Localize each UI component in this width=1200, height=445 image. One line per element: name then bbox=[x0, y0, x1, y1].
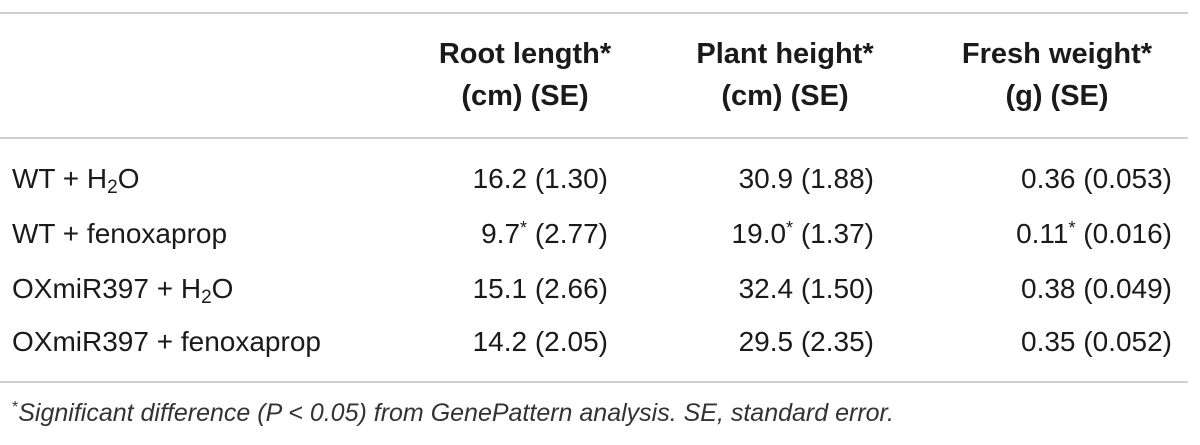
table-row: WT + H2O 16.2 (1.30) 30.9 (1.88) 0.36 (0… bbox=[0, 153, 1188, 205]
header-plant-height: Plant height* (cm) (SE) bbox=[680, 33, 890, 117]
row-label-text: WT + H bbox=[12, 163, 108, 194]
cell-value: 30.9 bbox=[738, 163, 794, 194]
root-length-cell: 14.2 (2.05) bbox=[473, 316, 608, 368]
header-plant-height-line1: Plant height* bbox=[696, 38, 874, 70]
root-length-cell: 16.2 (1.30) bbox=[473, 153, 608, 205]
table-row: WT + fenoxaprop 9.7* (2.77) 19.0* (1.37)… bbox=[0, 208, 1188, 260]
cell-value: 19.0 bbox=[731, 218, 787, 249]
cell-value: 0.11 bbox=[1016, 218, 1069, 249]
row-label: WT + fenoxaprop bbox=[12, 208, 227, 260]
fresh-weight-cell: 0.38 (0.049) bbox=[1021, 263, 1172, 315]
plant-height-cell: 19.0* (1.37) bbox=[732, 208, 874, 260]
table-bottom-rule bbox=[0, 381, 1188, 383]
header-fresh-weight: Fresh weight* (g) (SE) bbox=[938, 33, 1176, 117]
cell-se: (1.88) bbox=[793, 163, 874, 194]
cell-value: 15.1 bbox=[472, 273, 528, 304]
row-label-text: WT + fenoxaprop bbox=[12, 218, 228, 249]
header-rule bbox=[0, 137, 1188, 139]
header-root-length-line2: (cm) (SE) bbox=[461, 80, 589, 112]
root-length-cell: 15.1 (2.66) bbox=[473, 263, 608, 315]
header-plant-height-line2: (cm) (SE) bbox=[721, 80, 849, 112]
row-label: OXmiR397 + H2O bbox=[12, 263, 233, 315]
cell-se: (0.016) bbox=[1075, 218, 1172, 249]
header-fresh-weight-line1: Fresh weight* bbox=[961, 38, 1153, 70]
cell-se: (0.049) bbox=[1075, 273, 1172, 304]
cell-se: (2.66) bbox=[527, 273, 608, 304]
row-label-subscript: 2 bbox=[107, 177, 118, 198]
cell-value: 29.5 bbox=[738, 326, 794, 357]
significance-marker: * bbox=[520, 218, 528, 238]
row-label-text: OXmiR397 + H bbox=[12, 273, 202, 304]
cell-se: (0.052) bbox=[1075, 326, 1172, 357]
plant-height-cell: 29.5 (2.35) bbox=[739, 316, 874, 368]
fresh-weight-cell: 0.35 (0.052) bbox=[1021, 316, 1172, 368]
cell-se: (2.77) bbox=[527, 218, 608, 249]
table-row: OXmiR397 + H2O 15.1 (2.66) 32.4 (1.50) 0… bbox=[0, 263, 1188, 315]
cell-se: (1.50) bbox=[793, 273, 874, 304]
row-label-suffix: O bbox=[211, 273, 234, 304]
footnote-marker: * bbox=[12, 399, 19, 416]
cell-value: 0.38 bbox=[1021, 273, 1076, 304]
cell-se: (1.30) bbox=[527, 163, 608, 194]
cell-value: 16.2 bbox=[472, 163, 528, 194]
significance-marker: * bbox=[1068, 218, 1076, 238]
significance-marker: * bbox=[786, 218, 794, 238]
fresh-weight-cell: 0.11* (0.016) bbox=[1016, 208, 1172, 260]
header-root-length: Root length* (cm) (SE) bbox=[410, 33, 640, 117]
table-top-rule bbox=[0, 12, 1188, 14]
header-fresh-weight-line2: (g) (SE) bbox=[1005, 80, 1109, 112]
table-row: OXmiR397 + fenoxaprop 14.2 (2.05) 29.5 (… bbox=[0, 316, 1188, 368]
footnote-text: Significant difference (P < 0.05) from G… bbox=[18, 399, 894, 427]
row-label: OXmiR397 + fenoxaprop bbox=[12, 316, 321, 368]
header-root-length-line1: Root length* bbox=[438, 38, 612, 70]
cell-se: (2.05) bbox=[527, 326, 608, 357]
fresh-weight-cell: 0.36 (0.053) bbox=[1021, 153, 1172, 205]
cell-se: (0.053) bbox=[1075, 163, 1172, 194]
row-label-suffix: O bbox=[117, 163, 140, 194]
table-footnote: *Significant difference (P < 0.05) from … bbox=[12, 393, 894, 433]
row-label-text: OXmiR397 + fenoxaprop bbox=[12, 326, 321, 357]
cell-se: (1.37) bbox=[793, 218, 874, 249]
cell-value: 0.35 bbox=[1021, 326, 1076, 357]
plant-height-cell: 30.9 (1.88) bbox=[739, 153, 874, 205]
cell-value: 32.4 bbox=[738, 273, 794, 304]
plant-height-cell: 32.4 (1.50) bbox=[739, 263, 874, 315]
cell-value: 14.2 bbox=[472, 326, 528, 357]
row-label-subscript: 2 bbox=[201, 287, 212, 308]
cell-se: (2.35) bbox=[793, 326, 874, 357]
cell-value: 0.36 bbox=[1021, 163, 1076, 194]
row-label: WT + H2O bbox=[12, 153, 140, 205]
cell-value: 9.7 bbox=[481, 218, 521, 249]
root-length-cell: 9.7* (2.77) bbox=[481, 208, 608, 260]
